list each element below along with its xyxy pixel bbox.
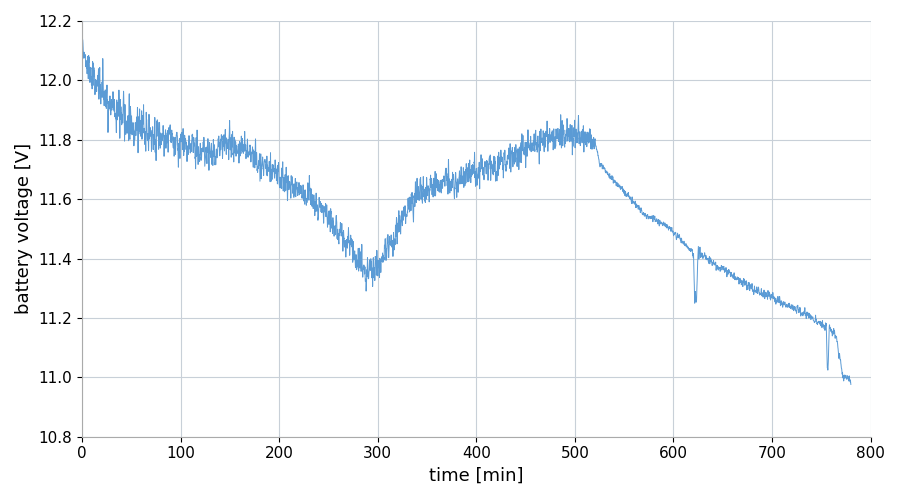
Y-axis label: battery voltage [V]: battery voltage [V] <box>15 144 33 314</box>
X-axis label: time [min]: time [min] <box>429 467 524 485</box>
